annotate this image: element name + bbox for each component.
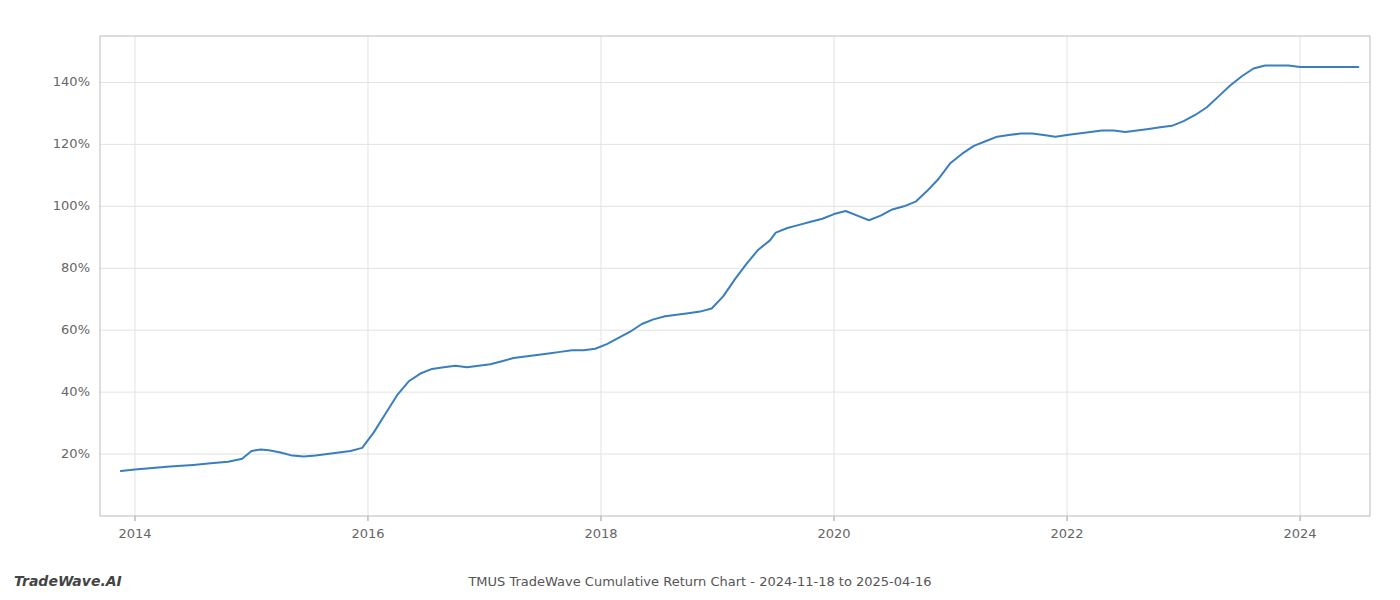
x-tick-label: 2018 — [584, 526, 617, 541]
y-tick-label: 120% — [53, 136, 90, 151]
y-tick-label: 80% — [61, 260, 90, 275]
x-grid-line — [134, 36, 135, 516]
line-series — [121, 65, 1358, 471]
x-tick-mark — [1067, 516, 1068, 521]
y-grid-line — [100, 82, 1370, 83]
grid — [100, 36, 1370, 516]
y-grid-line — [100, 392, 1370, 393]
x-grid-line — [1067, 36, 1068, 516]
x-grid-line — [367, 36, 368, 516]
x-tick-mark — [134, 516, 135, 521]
y-tick-label: 40% — [61, 384, 90, 399]
chart-container: 20% 40% 60% 80% 100% 120% 140% 2014 2016 2018 2020… — [0, 0, 1400, 600]
x-grid-line — [834, 36, 835, 516]
y-tick-label: 140% — [53, 74, 90, 89]
x-tick-label: 2016 — [351, 526, 384, 541]
plot-frame — [100, 36, 1370, 516]
x-tick-label: 2014 — [118, 526, 151, 541]
y-grid-line — [100, 144, 1370, 145]
chart-svg: 20% 40% 60% 80% 100% 120% 140% 2014 2016 2018 2020… — [0, 0, 1400, 600]
watermark: TradeWave.AI — [14, 573, 122, 589]
x-tick-label: 2022 — [1051, 526, 1084, 541]
x-tick-mark — [834, 516, 835, 521]
chart-title: TMUS TradeWave Cumulative Return Chart -… — [467, 574, 931, 589]
x-tick-label: 2024 — [1284, 526, 1317, 541]
y-grid-line — [100, 330, 1370, 331]
axes: 20% 40% 60% 80% 100% 120% 140% 2014 2016 2018 2020… — [53, 36, 1370, 541]
y-grid-line — [100, 268, 1370, 269]
x-tick-label: 2020 — [817, 526, 850, 541]
x-grid-line — [601, 36, 602, 516]
y-tick-label: 60% — [61, 322, 90, 337]
x-tick-mark — [367, 516, 368, 521]
y-tick-label: 100% — [53, 198, 90, 213]
data-group — [121, 65, 1358, 471]
y-grid-line — [100, 206, 1370, 207]
x-tick-mark — [601, 516, 602, 521]
x-grid-line — [1300, 36, 1301, 516]
x-tick-mark — [1300, 516, 1301, 521]
y-tick-label: 20% — [61, 446, 90, 461]
